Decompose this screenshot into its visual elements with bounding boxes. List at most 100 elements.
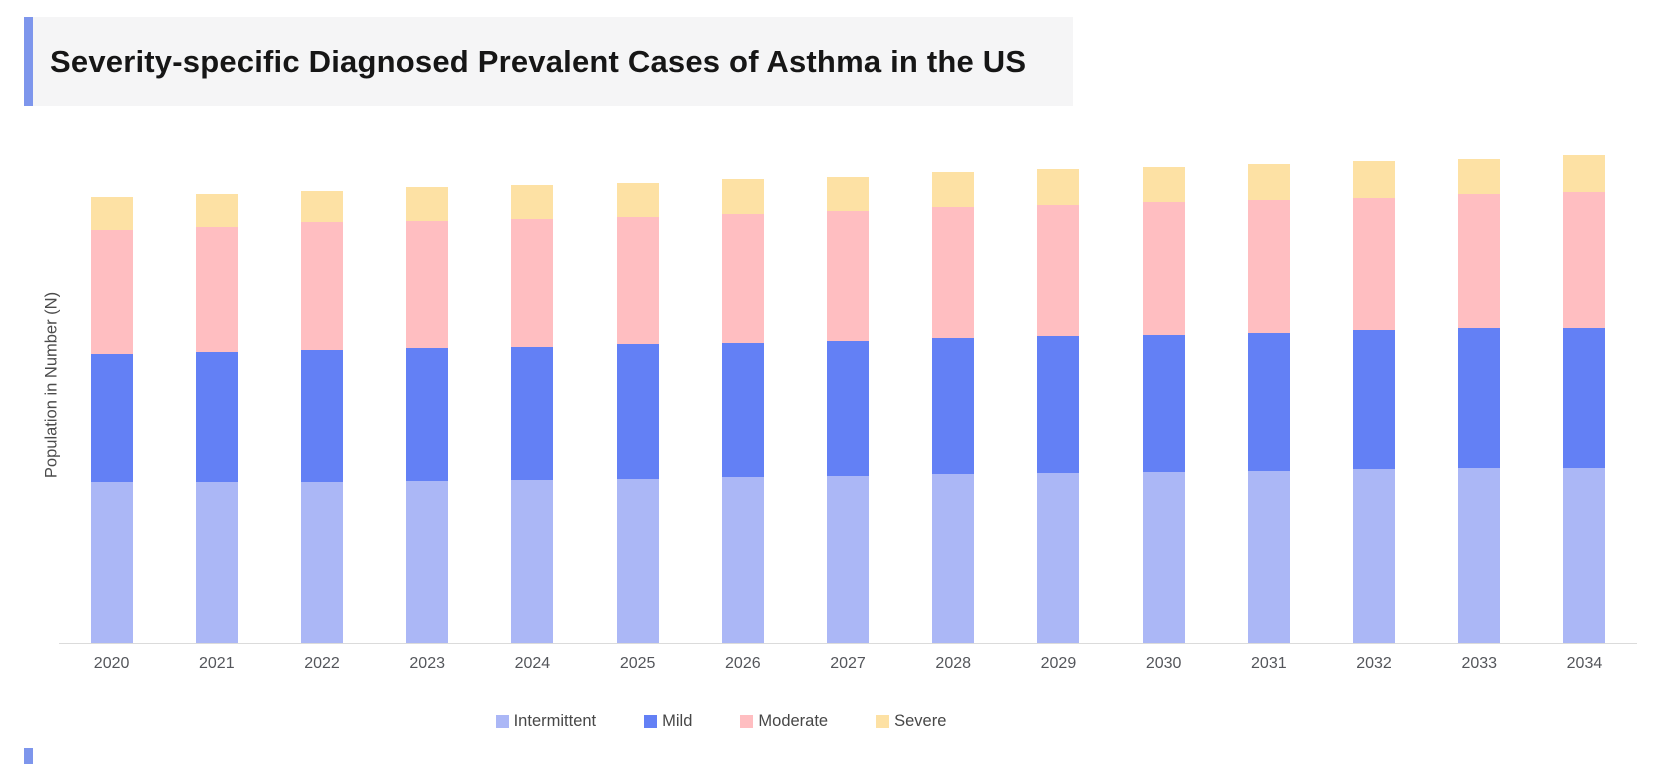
bar-segment-severe-2029[interactable] xyxy=(1037,169,1080,205)
bar-segment-severe-2025[interactable] xyxy=(616,183,659,217)
bar-segment-mild-2029[interactable] xyxy=(1037,336,1080,473)
bar-segment-severe-2026[interactable] xyxy=(721,179,764,214)
bar-segment-mild-2034[interactable] xyxy=(1563,328,1606,468)
x-axis-label-2030: 2030 xyxy=(1145,655,1182,672)
bar-segment-mild-2030[interactable] xyxy=(1142,335,1185,472)
bar-segment-moderate-2022[interactable] xyxy=(301,222,343,350)
bar-segment-moderate-2025[interactable] xyxy=(616,217,659,344)
bar-segment-severe-2028[interactable] xyxy=(932,172,975,207)
bar-segment-intermittent-2034[interactable] xyxy=(1563,468,1606,643)
bar-column-2028 xyxy=(901,130,1006,643)
bar-segment-severe-2027[interactable] xyxy=(827,177,870,211)
bar-segment-intermittent-2020[interactable] xyxy=(90,482,133,643)
bar-segment-severe-2021[interactable] xyxy=(195,194,238,227)
bar-segment-severe-2020[interactable] xyxy=(90,197,133,230)
x-axis-label-2034: 2034 xyxy=(1566,655,1603,672)
bar-segment-mild-2033[interactable] xyxy=(1458,328,1501,468)
legend-swatch-severe-icon xyxy=(876,715,890,728)
legend-item-intermittent[interactable]: Intermittent xyxy=(495,712,596,731)
bar-stack-2029 xyxy=(1037,169,1080,643)
bar-segment-moderate-2032[interactable] xyxy=(1353,198,1396,330)
bar-segment-moderate-2023[interactable] xyxy=(406,221,449,348)
bar-segment-severe-2034[interactable] xyxy=(1563,155,1606,192)
bar-column-2027 xyxy=(795,130,900,643)
bar-segment-severe-2030[interactable] xyxy=(1142,167,1185,202)
x-axis-label-2032: 2032 xyxy=(1356,655,1392,672)
bar-segment-intermittent-2023[interactable] xyxy=(406,481,449,643)
bar-segment-intermittent-2021[interactable] xyxy=(195,482,238,643)
bar-segment-mild-2026[interactable] xyxy=(721,343,764,477)
bar-segment-severe-2031[interactable] xyxy=(1247,164,1290,200)
bar-stack-2034 xyxy=(1563,155,1606,643)
bar-segment-moderate-2027[interactable] xyxy=(827,211,870,341)
x-axis-label-2033: 2033 xyxy=(1461,655,1498,672)
plot-area xyxy=(59,130,1637,643)
bar-segment-mild-2022[interactable] xyxy=(301,350,343,482)
bar-segment-mild-2025[interactable] xyxy=(616,344,659,479)
bar-segment-intermittent-2025[interactable] xyxy=(616,479,659,643)
x-axis-labels-row: 2020 2021 2022 2023 2024 2025 2026 2027 2028 2029… xyxy=(59,655,1637,673)
bar-segment-mild-2031[interactable] xyxy=(1247,333,1290,471)
bar-segment-moderate-2028[interactable] xyxy=(932,207,975,338)
bar-segment-intermittent-2027[interactable] xyxy=(827,476,870,643)
bar-segment-moderate-2030[interactable] xyxy=(1142,202,1185,335)
bar-segment-intermittent-2029[interactable] xyxy=(1037,473,1080,643)
bar-segment-severe-2022[interactable] xyxy=(301,191,343,222)
title-block: Severity-specific Diagnosed Prevalent Ca… xyxy=(24,17,1073,106)
bar-column-2023 xyxy=(375,130,480,643)
bar-segment-moderate-2024[interactable] xyxy=(511,219,554,347)
legend-swatch-intermittent-icon xyxy=(495,715,509,728)
bar-segment-intermittent-2031[interactable] xyxy=(1247,471,1290,643)
bar-segment-mild-2024[interactable] xyxy=(511,347,554,480)
bar-stack-2027 xyxy=(827,177,870,643)
bar-stack-2030 xyxy=(1142,167,1185,643)
bar-stack-2031 xyxy=(1247,164,1290,643)
bar-segment-severe-2023[interactable] xyxy=(406,187,449,221)
bar-stack-2032 xyxy=(1353,161,1396,643)
bar-segment-moderate-2026[interactable] xyxy=(721,214,764,343)
bar-segment-severe-2024[interactable] xyxy=(511,185,554,219)
bar-stack-2024 xyxy=(511,185,554,643)
bar-column-2021 xyxy=(164,130,269,643)
bar-segment-moderate-2021[interactable] xyxy=(195,227,238,352)
x-axis-label-2021: 2021 xyxy=(199,655,235,672)
bar-segment-moderate-2031[interactable] xyxy=(1247,200,1290,333)
bar-segment-intermittent-2033[interactable] xyxy=(1458,468,1501,643)
bar-segment-mild-2021[interactable] xyxy=(195,352,238,482)
bar-segment-intermittent-2030[interactable] xyxy=(1142,472,1185,643)
bar-segment-moderate-2034[interactable] xyxy=(1563,192,1606,328)
bar-stack-2021 xyxy=(195,194,238,643)
legend-item-mild[interactable]: Mild xyxy=(644,712,692,731)
bar-segment-intermittent-2032[interactable] xyxy=(1353,469,1396,643)
bar-segment-severe-2032[interactable] xyxy=(1353,161,1396,198)
bar-segment-mild-2023[interactable] xyxy=(406,348,449,481)
next-section-accent-bar xyxy=(24,748,33,764)
bar-segment-mild-2028[interactable] xyxy=(932,338,975,474)
x-axis-label-2027: 2027 xyxy=(830,655,866,672)
legend-swatch-moderate-icon xyxy=(740,715,754,728)
bar-segment-intermittent-2024[interactable] xyxy=(511,480,554,643)
bar-stack-2033 xyxy=(1458,159,1501,643)
legend-item-moderate[interactable]: Moderate xyxy=(740,712,828,731)
bar-segment-intermittent-2026[interactable] xyxy=(721,477,764,643)
legend-label-moderate: Moderate xyxy=(758,712,829,730)
legend-label-severe: Severe xyxy=(894,712,947,730)
bar-segment-mild-2032[interactable] xyxy=(1353,330,1396,469)
bar-segment-mild-2027[interactable] xyxy=(827,341,870,476)
legend-item-severe[interactable]: Severe xyxy=(876,712,946,731)
bar-segment-severe-2033[interactable] xyxy=(1458,159,1501,194)
bar-segment-moderate-2020[interactable] xyxy=(90,230,133,354)
bar-segment-moderate-2033[interactable] xyxy=(1458,194,1501,328)
bar-segment-mild-2020[interactable] xyxy=(90,354,133,482)
x-axis-label-2022: 2022 xyxy=(304,655,340,672)
bar-column-2033 xyxy=(1427,130,1532,643)
bar-segment-intermittent-2022[interactable] xyxy=(301,482,343,643)
x-axis-label-2024: 2024 xyxy=(514,655,551,672)
bar-stack-2026 xyxy=(721,179,764,643)
x-axis-label-2025: 2025 xyxy=(619,655,656,672)
x-axis-label-2028: 2028 xyxy=(935,655,972,672)
bar-segment-intermittent-2028[interactable] xyxy=(932,474,975,643)
bar-column-2034 xyxy=(1532,130,1637,643)
bar-segment-moderate-2029[interactable] xyxy=(1037,205,1080,336)
bar-column-2025 xyxy=(585,130,690,643)
